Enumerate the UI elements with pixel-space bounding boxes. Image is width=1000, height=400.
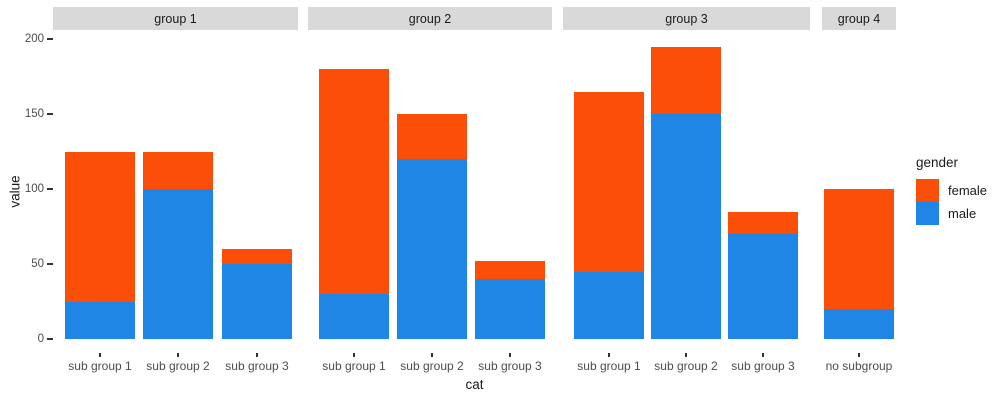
bar-segment-female [824, 189, 894, 309]
legend-label: female [948, 183, 988, 198]
facet-strip: group 1 [53, 7, 298, 30]
x-tick-mark [509, 353, 511, 357]
x-category-label: sub group 1 [322, 359, 386, 373]
x-category-label: sub group 3 [731, 359, 795, 373]
bar-segment-male [397, 159, 467, 339]
bar-segment-male [651, 114, 721, 339]
y-tick-mark [47, 338, 53, 340]
y-tick-mark [47, 263, 53, 265]
bar-segment-female [475, 261, 545, 279]
stacked-bar [475, 261, 545, 339]
bar-segment-female [574, 91, 644, 272]
x-tick-mark [685, 353, 687, 357]
y-tick-label: 100 [24, 183, 44, 195]
x-tick-mark [762, 353, 764, 357]
bar-segment-male [65, 301, 135, 339]
y-tick-label: 50 [31, 258, 44, 270]
bar-segment-female [651, 46, 721, 114]
x-category-label: sub group 2 [400, 359, 464, 373]
legend-key-female [916, 179, 939, 202]
stacked-bar [319, 69, 389, 339]
bar-segment-female [222, 249, 292, 264]
facet-strip: group 2 [308, 7, 552, 30]
x-category-label: sub group 3 [225, 359, 289, 373]
stacked-bar [728, 211, 798, 339]
bar-segment-female [728, 211, 798, 234]
bar-segment-male [574, 271, 644, 339]
x-tick-mark [177, 353, 179, 357]
y-tick-label: 0 [37, 333, 44, 345]
bar-segment-female [143, 151, 213, 189]
bar-segment-male [475, 279, 545, 339]
legend-entries: female male [916, 179, 987, 225]
stacked-bar [574, 91, 644, 339]
legend-title: gender [916, 155, 959, 170]
y-tick-mark [47, 113, 53, 115]
x-tick-mark [431, 353, 433, 357]
stacked-bar [222, 249, 292, 339]
y-tick-mark [47, 188, 53, 190]
y-tick-label: 200 [24, 33, 44, 45]
bar-segment-male [143, 189, 213, 339]
x-category-label: sub group 1 [577, 359, 641, 373]
bar-segment-female [397, 114, 467, 159]
bar-segment-male [728, 234, 798, 339]
x-category-label: sub group 3 [478, 359, 542, 373]
x-tick-mark [256, 353, 258, 357]
legend: gender female male [916, 155, 987, 225]
facet-strip-label: group 1 [154, 11, 197, 26]
bar-segment-male [222, 264, 292, 339]
legend-label: male [948, 206, 977, 221]
facet-strip-label: group 2 [408, 11, 452, 26]
facet-strip: group 3 [563, 7, 810, 30]
bar-segment-male [824, 309, 894, 339]
bar-segment-female [319, 69, 389, 294]
y-tick-mark [47, 38, 53, 40]
x-category-label: sub group 2 [146, 359, 210, 373]
stacked-bar [65, 151, 135, 339]
legend-entry: male [916, 202, 987, 225]
x-category-label: no subgroup [825, 359, 893, 373]
legend-key-male [916, 202, 939, 225]
facet-strip-label: group 4 [837, 11, 881, 26]
x-tick-mark [99, 353, 101, 357]
x-axis-title: cat [465, 377, 484, 392]
x-tick-mark [608, 353, 610, 357]
stacked-bar [143, 151, 213, 339]
bar-segment-female [65, 151, 135, 302]
facet-strip: group 4 [822, 7, 896, 30]
legend-entry: female [916, 179, 987, 202]
facet-strip-label: group 3 [665, 11, 708, 26]
bar-segment-male [319, 294, 389, 339]
stacked-bar [824, 189, 894, 339]
stacked-bar [651, 46, 721, 339]
x-tick-mark [353, 353, 355, 357]
stacked-bar [397, 114, 467, 339]
y-tick-label: 150 [24, 108, 44, 120]
x-category-label: sub group 2 [654, 359, 718, 373]
x-category-label: sub group 1 [68, 359, 132, 373]
x-tick-mark [858, 353, 860, 357]
